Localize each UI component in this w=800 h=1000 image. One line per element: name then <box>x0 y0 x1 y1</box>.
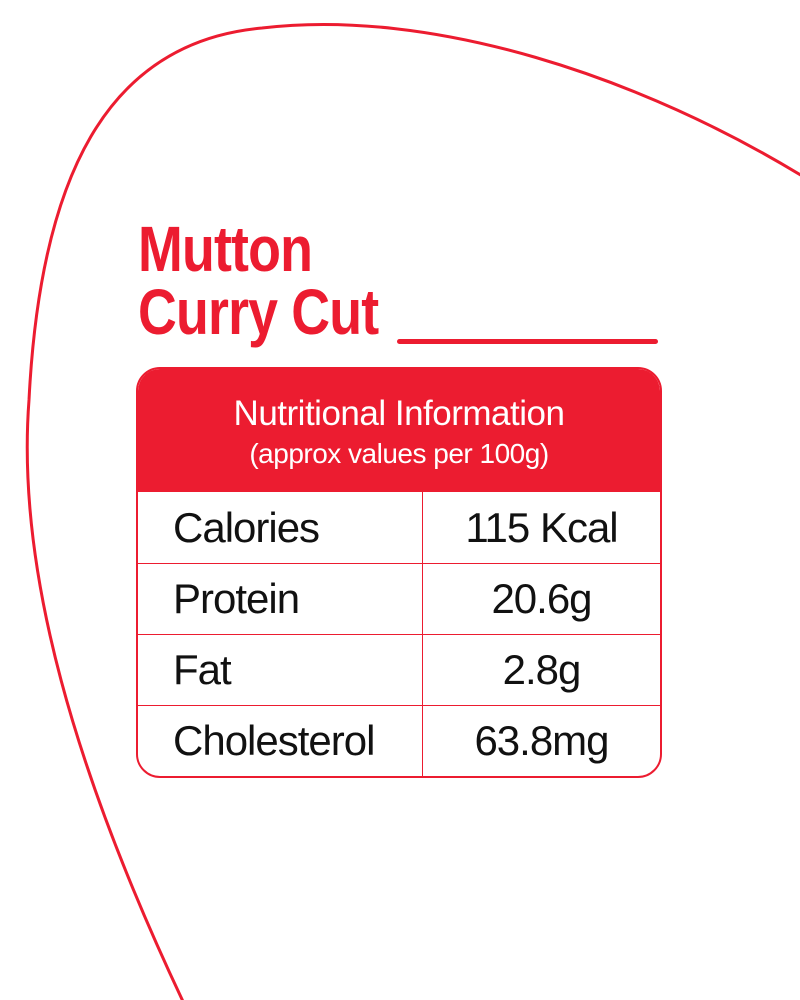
table-row: Protein 20.6g <box>138 563 660 634</box>
product-title-line2: Curry Cut <box>138 276 379 349</box>
row-value: 2.8g <box>502 646 582 693</box>
nutrition-card-header: Nutritional Information (approx values p… <box>138 369 660 492</box>
nutrition-header-title: Nutritional Information <box>233 393 565 433</box>
nutrition-card: Nutritional Information (approx values p… <box>136 367 662 778</box>
row-value: 115 Kcal <box>465 503 618 551</box>
table-row: Fat 2.8g <box>138 634 660 705</box>
row-value: 63.8mg <box>474 717 609 764</box>
product-title-line1: Mutton <box>138 213 313 285</box>
row-label: Cholesterol <box>138 706 423 776</box>
nutrition-header-subtitle: (approx values per 100g) <box>249 438 549 470</box>
row-value: 20.6g <box>491 575 592 622</box>
nutrition-table: Calories 115 Kcal Protein 20.6g Fat 2.8g… <box>138 492 660 776</box>
product-title: Mutton Curry Cut <box>138 213 379 349</box>
title-underline <box>397 339 658 344</box>
table-row: Calories 115 Kcal <box>138 492 660 563</box>
row-label: Fat <box>138 635 423 705</box>
table-row: Cholesterol 63.8mg <box>138 705 660 776</box>
row-label: Calories <box>138 492 423 563</box>
row-label: Protein <box>138 564 423 634</box>
